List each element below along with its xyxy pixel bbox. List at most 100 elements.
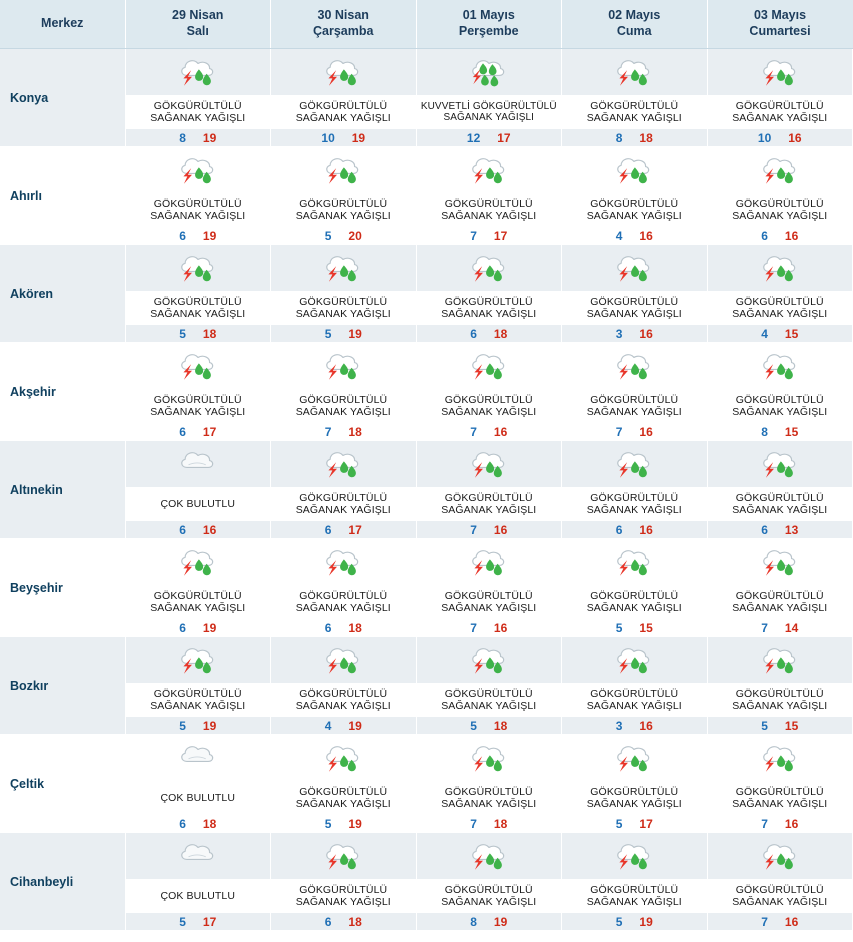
temp-max: 17	[639, 816, 653, 831]
thunderstorm-shower-icon	[707, 343, 852, 389]
forecast-description: KUVVETLİ GÖKGÜRÜLTÜLÜ SAĞANAK YAĞIŞLI	[416, 95, 561, 129]
temp-max: 20	[348, 228, 362, 243]
temp-max: 19	[351, 130, 366, 145]
forecast-cell: GÖKGÜRÜLTÜLÜ SAĞANAK YAĞIŞLI 6 16	[561, 440, 708, 539]
thunderstorm-shower-icon	[562, 637, 707, 683]
header-day-2-date: 30 Nisan	[317, 8, 369, 22]
temp-min: 6	[179, 228, 186, 243]
temp-min: 7	[470, 816, 477, 831]
temp-min: 6	[615, 522, 623, 537]
temperature-band: 5 17	[125, 913, 270, 930]
temperature-band: 5 19	[562, 913, 707, 930]
thunderstorm-shower-icon	[562, 343, 707, 389]
forecast-description: GÖKGÜRÜLTÜLÜ SAĞANAK YAĞIŞLI	[562, 291, 707, 325]
heavy-thunderstorm-shower-icon	[416, 49, 561, 95]
cloudy-icon	[125, 441, 270, 487]
header-day-2-weekday: Çarşamba	[313, 24, 374, 38]
city-name-cell[interactable]: Beyşehir	[0, 538, 126, 637]
city-name-cell[interactable]: Bozkır	[0, 636, 126, 735]
forecast-description: GÖKGÜRÜLTÜLÜ SAĞANAK YAĞIŞLI	[562, 389, 707, 423]
thunderstorm-shower-icon	[562, 147, 707, 193]
thunderstorm-shower-icon	[271, 441, 416, 487]
temperature-band: 4 16	[562, 227, 707, 244]
temperature-band: 6 18	[271, 619, 416, 636]
thunderstorm-shower-icon	[562, 735, 707, 781]
temperature-band: 6 17	[125, 423, 270, 440]
city-name-cell[interactable]: Akşehir	[0, 342, 126, 441]
thunderstorm-shower-icon	[416, 833, 561, 879]
temp-min: 6	[179, 620, 186, 635]
temp-max: 17	[202, 424, 217, 439]
forecast-description: GÖKGÜRÜLTÜLÜ SAĞANAK YAĞIŞLI	[416, 487, 561, 521]
temperature-band: 5 19	[125, 717, 270, 734]
header-day-5-date: 03 Mayıs	[753, 8, 807, 22]
city-name-cell[interactable]: Çeltik	[0, 734, 126, 833]
forecast-description: GÖKGÜRÜLTÜLÜ SAĞANAK YAĞIŞLI	[562, 487, 707, 521]
temp-min: 6	[179, 522, 186, 537]
forecast-description: GÖKGÜRÜLTÜLÜ SAĞANAK YAĞIŞLI	[271, 95, 416, 129]
temp-min: 6	[179, 816, 186, 831]
temperature-band: 7 16	[707, 815, 852, 832]
temperature-band: 12 17	[416, 129, 561, 146]
thunderstorm-shower-icon	[271, 245, 416, 291]
forecast-description: GÖKGÜRÜLTÜLÜ SAĞANAK YAĞIŞLI	[562, 683, 707, 717]
temperature-band: 5 18	[125, 325, 270, 342]
temperature-band: 5 19	[271, 325, 416, 342]
temp-max: 16	[639, 522, 653, 537]
forecast-cell: GÖKGÜRÜLTÜLÜ SAĞANAK YAĞIŞLI 6 19	[125, 146, 271, 245]
thunderstorm-shower-icon	[416, 147, 561, 193]
city-name-cell[interactable]: Konya	[0, 48, 126, 147]
forecast-cell: GÖKGÜRÜLTÜLÜ SAĞANAK YAĞIŞLI 5 15	[561, 538, 708, 637]
table-row: Ahırlı GÖKGÜRÜLTÜLÜ SAĞANAK YAĞIŞLI 6 19 GÖK…	[0, 146, 853, 245]
temperature-band: 5 15	[562, 619, 707, 636]
temp-min: 12	[466, 130, 481, 145]
temperature-band: 6 19	[125, 619, 270, 636]
cloudy-icon	[125, 735, 270, 781]
thunderstorm-shower-icon	[707, 735, 852, 781]
temperature-band: 6 17	[271, 521, 416, 538]
header-row: Merkez 29 Nisan Salı 30 Nisan Çarşamba 0…	[0, 0, 853, 49]
forecast-cell: GÖKGÜRÜLTÜLÜ SAĞANAK YAĞIŞLI 6 16	[707, 146, 853, 245]
thunderstorm-shower-icon	[416, 539, 561, 585]
thunderstorm-shower-icon	[271, 735, 416, 781]
temperature-band: 10 19	[271, 129, 416, 146]
temp-min: 8	[179, 130, 186, 145]
temperature-band: 3 16	[562, 717, 707, 734]
temp-min: 6	[179, 424, 186, 439]
temperature-band: 7 16	[707, 913, 852, 930]
temp-max: 16	[784, 914, 799, 929]
forecast-description: GÖKGÜRÜLTÜLÜ SAĞANAK YAĞIŞLI	[707, 487, 852, 521]
city-name-cell[interactable]: Akören	[0, 244, 126, 343]
forecast-cell: GÖKGÜRÜLTÜLÜ SAĞANAK YAĞIŞLI 4 16	[561, 146, 708, 245]
header-day-5: 03 Mayıs Cumartesi	[707, 0, 853, 49]
temperature-band: 5 17	[562, 815, 707, 832]
temperature-band: 10 16	[707, 129, 852, 146]
thunderstorm-shower-icon	[416, 343, 561, 389]
temp-min: 6	[324, 914, 332, 929]
forecast-cell: GÖKGÜRÜLTÜLÜ SAĞANAK YAĞIŞLI 7 16	[416, 342, 562, 441]
temperature-band: 4 19	[271, 717, 416, 734]
temp-max: 18	[348, 914, 362, 929]
forecast-cell: GÖKGÜRÜLTÜLÜ SAĞANAK YAĞIŞLI 5 19	[561, 832, 708, 931]
temp-max: 15	[784, 424, 799, 439]
city-name-cell[interactable]: Cihanbeyli	[0, 832, 126, 931]
forecast-description: GÖKGÜRÜLTÜLÜ SAĞANAK YAĞIŞLI	[416, 683, 561, 717]
thunderstorm-shower-icon	[125, 637, 270, 683]
header-day-3: 01 Mayıs Perşembe	[416, 0, 562, 49]
temp-max: 19	[202, 130, 217, 145]
forecast-description: GÖKGÜRÜLTÜLÜ SAĞANAK YAĞIŞLI	[125, 389, 270, 423]
forecast-cell: GÖKGÜRÜLTÜLÜ SAĞANAK YAĞIŞLI 5 19	[125, 636, 271, 735]
temperature-band: 7 16	[416, 521, 561, 538]
temp-max: 19	[348, 326, 362, 341]
forecast-cell: GÖKGÜRÜLTÜLÜ SAĞANAK YAĞIŞLI 5 18	[125, 244, 271, 343]
forecast-cell: GÖKGÜRÜLTÜLÜ SAĞANAK YAĞIŞLI 3 16	[561, 636, 708, 735]
thunderstorm-shower-icon	[125, 49, 270, 95]
temp-max: 18	[202, 326, 217, 341]
temp-min: 7	[761, 620, 768, 635]
temp-min: 4	[761, 326, 768, 341]
forecast-cell: GÖKGÜRÜLTÜLÜ SAĞANAK YAĞIŞLI 5 18	[416, 636, 562, 735]
city-name-cell[interactable]: Ahırlı	[0, 146, 126, 245]
city-name-cell[interactable]: Altınekin	[0, 440, 126, 539]
temp-max: 16	[639, 424, 653, 439]
forecast-description: GÖKGÜRÜLTÜLÜ SAĞANAK YAĞIŞLI	[562, 193, 707, 227]
